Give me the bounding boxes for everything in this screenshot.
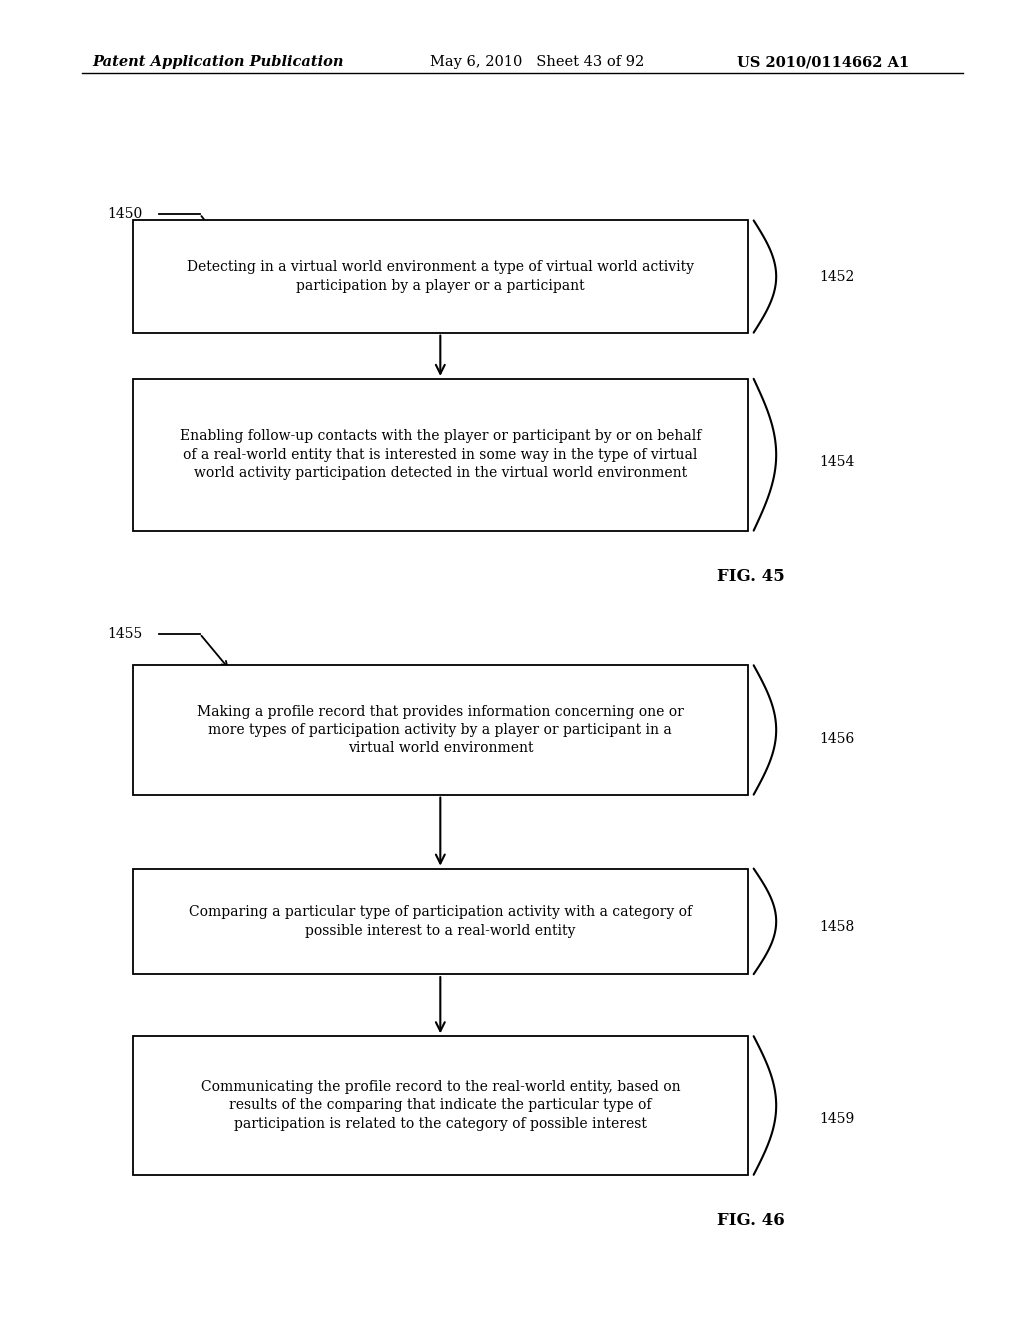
Text: 1450: 1450: [108, 207, 142, 220]
Text: US 2010/0114662 A1: US 2010/0114662 A1: [737, 55, 909, 70]
Text: Comparing a particular type of participation activity with a category of
possibl: Comparing a particular type of participa…: [188, 906, 692, 937]
Text: May 6, 2010   Sheet 43 of 92: May 6, 2010 Sheet 43 of 92: [430, 55, 644, 70]
Text: 1459: 1459: [819, 1113, 854, 1126]
Bar: [133, 379, 748, 531]
Text: 1452: 1452: [819, 271, 854, 284]
Text: Patent Application Publication: Patent Application Publication: [92, 55, 344, 70]
Bar: [133, 1036, 748, 1175]
Text: 1454: 1454: [819, 455, 855, 469]
Text: Detecting in a virtual world environment a type of virtual world activity
partic: Detecting in a virtual world environment…: [186, 260, 694, 293]
Text: 1456: 1456: [819, 733, 854, 746]
Bar: [133, 869, 748, 974]
Text: Enabling follow-up contacts with the player or participant by or on behalf
of a : Enabling follow-up contacts with the pla…: [179, 429, 701, 480]
Bar: [133, 220, 748, 333]
Text: FIG. 45: FIG. 45: [717, 568, 784, 585]
Text: 1455: 1455: [108, 627, 142, 640]
Text: Making a profile record that provides information concerning one or
more types o: Making a profile record that provides in…: [197, 705, 684, 755]
Bar: [133, 665, 748, 795]
Text: FIG. 46: FIG. 46: [717, 1212, 784, 1229]
Text: 1458: 1458: [819, 920, 854, 933]
Text: Communicating the profile record to the real-world entity, based on
results of t: Communicating the profile record to the …: [201, 1080, 680, 1131]
